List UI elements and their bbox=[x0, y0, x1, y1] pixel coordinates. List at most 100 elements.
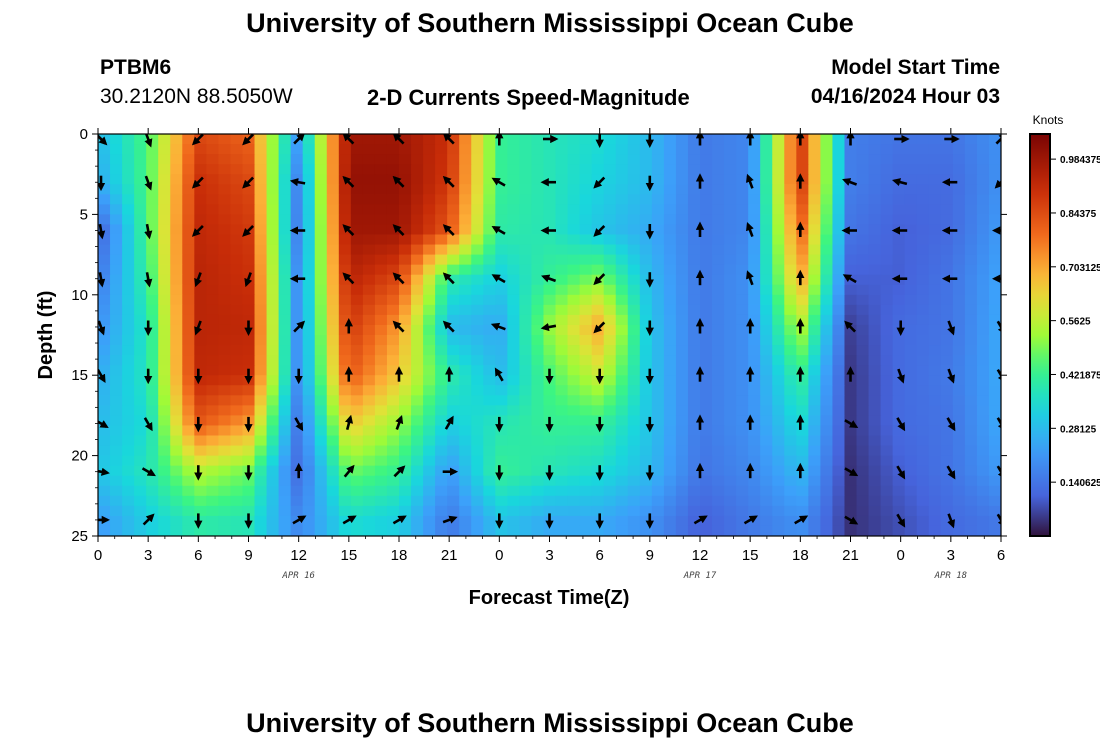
heatmap-cell bbox=[724, 214, 737, 226]
heatmap-cell bbox=[399, 415, 412, 427]
heatmap-cell bbox=[230, 515, 244, 527]
heatmap-cell bbox=[856, 184, 870, 195]
heatmap-cell bbox=[832, 294, 846, 306]
heatmap-cell bbox=[362, 435, 376, 447]
heatmap-cell bbox=[531, 385, 545, 396]
x-tick-label: 6 bbox=[595, 547, 603, 564]
heatmap-cell bbox=[471, 134, 484, 145]
heatmap-cell bbox=[639, 284, 653, 296]
heatmap-cell bbox=[567, 435, 581, 447]
heatmap-cell bbox=[471, 174, 484, 185]
heatmap-cell bbox=[591, 174, 605, 185]
heatmap-cell bbox=[350, 254, 364, 266]
heatmap-cell bbox=[122, 465, 135, 477]
current-vector-arrow bbox=[896, 417, 906, 432]
heatmap-cell bbox=[976, 355, 990, 366]
heatmap-cell bbox=[772, 284, 785, 296]
heatmap-cell bbox=[880, 455, 894, 467]
heatmap-cell bbox=[603, 465, 617, 477]
heatmap-cell bbox=[904, 525, 918, 536]
heatmap-cell bbox=[182, 365, 195, 376]
heatmap-cell bbox=[940, 475, 954, 487]
heatmap-cell bbox=[687, 294, 701, 306]
heatmap-cell bbox=[386, 345, 400, 356]
heatmap-cell bbox=[435, 385, 448, 396]
heatmap-cell bbox=[278, 274, 292, 286]
current-vector-arrow bbox=[98, 134, 108, 146]
heatmap-cell bbox=[254, 365, 268, 376]
heatmap-cell bbox=[651, 395, 665, 406]
heatmap-cell bbox=[868, 415, 882, 427]
heatmap-cell bbox=[880, 475, 894, 487]
heatmap-cell bbox=[158, 274, 171, 286]
heatmap-cell bbox=[411, 475, 424, 487]
heatmap-cell bbox=[230, 154, 244, 165]
heatmap-cell bbox=[591, 375, 605, 386]
heatmap-cell bbox=[603, 425, 617, 437]
heatmap-cell bbox=[242, 505, 256, 517]
heatmap-cell bbox=[988, 515, 1001, 527]
heatmap-cell bbox=[290, 335, 304, 346]
heatmap-cell bbox=[796, 164, 809, 175]
heatmap-cell bbox=[386, 455, 400, 467]
heatmap-cell bbox=[964, 445, 978, 457]
heatmap-cell bbox=[651, 515, 665, 527]
heatmap-cell bbox=[278, 314, 292, 326]
heatmap-cell bbox=[242, 314, 256, 326]
heatmap-cell bbox=[182, 254, 195, 266]
heatmap-cell bbox=[519, 515, 533, 527]
heatmap-cell bbox=[700, 435, 713, 447]
heatmap-cell bbox=[218, 244, 232, 256]
heatmap-cell bbox=[639, 254, 653, 266]
heatmap-cell bbox=[122, 415, 135, 427]
heatmap-cell bbox=[796, 425, 809, 437]
heatmap-cell bbox=[964, 314, 978, 326]
heatmap-cell bbox=[459, 465, 472, 477]
heatmap-cell bbox=[784, 525, 797, 536]
heatmap-cell bbox=[952, 415, 966, 427]
current-vector-arrow bbox=[494, 367, 504, 382]
heatmap-cell bbox=[579, 485, 593, 497]
heatmap-cell bbox=[796, 264, 809, 276]
heatmap-cell bbox=[700, 144, 713, 155]
heatmap-cell bbox=[483, 204, 496, 215]
x-tick-label: 15 bbox=[742, 547, 759, 564]
heatmap-cell bbox=[952, 345, 966, 356]
heatmap-cell bbox=[603, 264, 617, 276]
heatmap-cell bbox=[435, 335, 448, 346]
heatmap-cell bbox=[760, 234, 773, 246]
heatmap-cell bbox=[362, 525, 376, 536]
heatmap-cell bbox=[242, 345, 256, 356]
heatmap-cell bbox=[627, 134, 641, 145]
heatmap-cell bbox=[555, 184, 569, 195]
heatmap-cell bbox=[988, 525, 1001, 536]
heatmap-cell bbox=[374, 174, 388, 185]
heatmap-cell bbox=[495, 204, 508, 215]
heatmap-cell bbox=[290, 345, 304, 356]
heatmap-cell bbox=[423, 134, 436, 145]
heatmap-cell bbox=[519, 284, 533, 296]
heatmap-cell bbox=[122, 204, 135, 215]
heatmap-cell bbox=[507, 224, 520, 236]
heatmap-cell bbox=[603, 254, 617, 266]
heatmap-cell bbox=[603, 294, 617, 306]
heatmap-cell bbox=[146, 254, 159, 266]
heatmap-cell bbox=[290, 505, 304, 517]
current-vector-arrow bbox=[343, 464, 355, 478]
heatmap-cell bbox=[687, 264, 701, 276]
heatmap-cell bbox=[519, 154, 533, 165]
heatmap-cell bbox=[916, 214, 930, 226]
heatmap-cell bbox=[904, 134, 918, 145]
heatmap-cell bbox=[98, 525, 111, 536]
heatmap-cell bbox=[326, 495, 340, 507]
heatmap-cell bbox=[772, 435, 785, 447]
heatmap-cell bbox=[399, 435, 412, 447]
heatmap-cell bbox=[940, 324, 954, 336]
heatmap-cell bbox=[495, 455, 508, 467]
heatmap-cell bbox=[687, 415, 701, 427]
heatmap-cell bbox=[687, 324, 701, 336]
heatmap-cell bbox=[459, 144, 472, 155]
heatmap-cell bbox=[988, 455, 1001, 467]
heatmap-cell bbox=[338, 254, 352, 266]
heatmap-cell bbox=[832, 144, 846, 155]
